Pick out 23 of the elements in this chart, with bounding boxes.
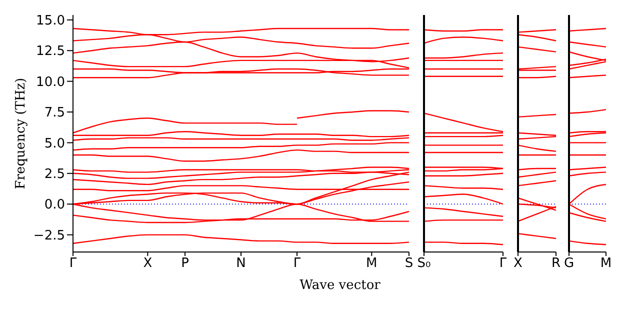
x-tick-label: Γ [293, 256, 302, 272]
x-tick-label: X [143, 256, 152, 272]
x-tick-label: X [514, 256, 523, 272]
y-tick-label: 0.0 [44, 198, 65, 213]
y-tick-label: −2.5 [33, 228, 65, 244]
y-tick-label: 5.0 [44, 136, 65, 152]
x-tick-label: R [551, 256, 561, 272]
y-axis-title: Frequency (THz) [14, 78, 29, 190]
y-tick-label: 15.0 [36, 14, 65, 29]
x-tick-label: M [600, 256, 612, 272]
x-tick-label: P [181, 256, 190, 272]
x-tick-label: S [404, 256, 414, 272]
x-tick-label: S₀ [417, 256, 431, 272]
x-tick-label: G [564, 256, 574, 272]
y-tick-label: 12.5 [36, 44, 65, 60]
x-tick-label: Γ [69, 256, 78, 272]
y-tick-label: 10.0 [36, 74, 65, 90]
y-tick-label: 7.5 [44, 106, 65, 121]
y-tick-label: 2.5 [44, 167, 65, 182]
x-tick-label: N [236, 256, 246, 272]
x-tick-label: Γ [499, 256, 508, 272]
x-axis-title: Wave vector [298, 278, 382, 293]
x-tick-label: M [366, 256, 378, 272]
